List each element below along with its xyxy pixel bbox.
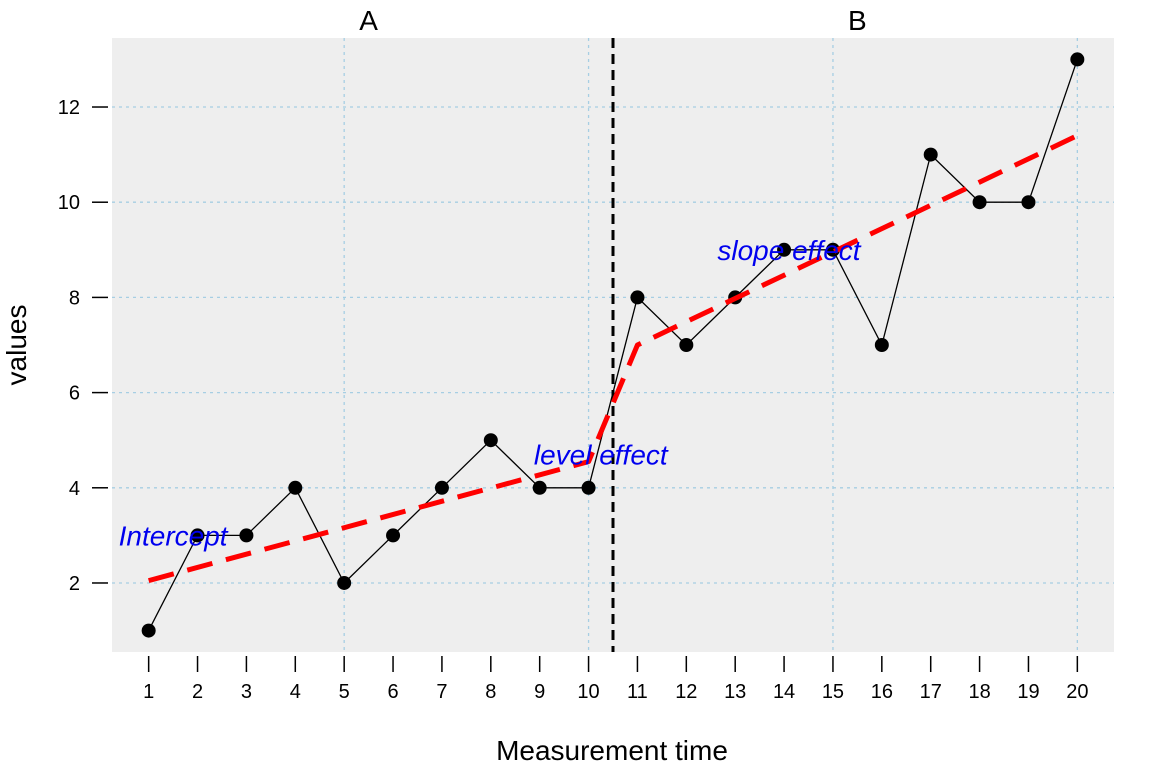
y-tick-label: 8 <box>69 287 80 309</box>
x-axis-title: Measurement time <box>496 735 728 766</box>
x-tick-label: 18 <box>968 681 990 703</box>
y-tick-label: 2 <box>69 573 80 595</box>
x-tick-label: 6 <box>387 681 398 703</box>
data-point <box>825 242 840 257</box>
data-point <box>972 195 987 210</box>
series-line <box>148 59 1078 631</box>
trend-layer <box>148 133 1079 584</box>
x-tick-label: 12 <box>675 681 697 703</box>
data-point <box>777 242 792 257</box>
data-point <box>386 528 401 543</box>
x-tick-label: 5 <box>339 681 350 703</box>
x-tick-label: 20 <box>1066 681 1088 703</box>
annotation-label: Intercept <box>119 520 229 551</box>
x-tick-label: 3 <box>241 681 252 703</box>
data-point <box>141 623 156 638</box>
grid-layer <box>112 38 1114 652</box>
x-tick-label: 7 <box>436 681 447 703</box>
data-point <box>434 480 449 495</box>
data-point <box>630 290 645 305</box>
y-tick-label: 6 <box>69 383 80 405</box>
phase-label: A <box>359 5 378 36</box>
x-tick-label: 17 <box>920 681 942 703</box>
x-tick-label: 1 <box>143 681 154 703</box>
data-point <box>1070 52 1085 67</box>
y-axis-title: values <box>1 305 32 386</box>
phase-label: B <box>848 5 867 36</box>
data-point <box>190 528 205 543</box>
x-tick-label: 10 <box>577 681 599 703</box>
data-point <box>483 433 498 448</box>
data-point <box>1021 195 1036 210</box>
x-tick-label: 13 <box>724 681 746 703</box>
x-tick-label: 2 <box>192 681 203 703</box>
annotation-label: slope effect <box>717 235 861 266</box>
x-tick-label: 14 <box>773 681 795 703</box>
annotation-label: level effect <box>534 439 669 470</box>
x-tick-label: 15 <box>822 681 844 703</box>
y-tick-label: 12 <box>58 97 80 119</box>
annotation-layer: Intercept level effect slope effect <box>119 235 862 552</box>
x-tick-label: 16 <box>871 681 893 703</box>
x-tick-label: 4 <box>290 681 301 703</box>
x-tick-label: 8 <box>485 681 496 703</box>
trend-line <box>148 133 1079 584</box>
data-point <box>679 338 694 352</box>
x-tick-label: 9 <box>534 681 545 703</box>
x-tick-label: 19 <box>1017 681 1039 703</box>
y-tick-label: 4 <box>69 478 80 500</box>
data-point <box>874 338 889 352</box>
data-point <box>337 575 352 590</box>
x-tick-label: 11 <box>627 681 648 703</box>
data-point <box>532 480 547 495</box>
y-tick-label: 10 <box>58 192 80 214</box>
data-point <box>923 147 938 162</box>
data-point <box>288 480 303 495</box>
data-point <box>239 528 254 543</box>
data-point <box>581 480 596 495</box>
